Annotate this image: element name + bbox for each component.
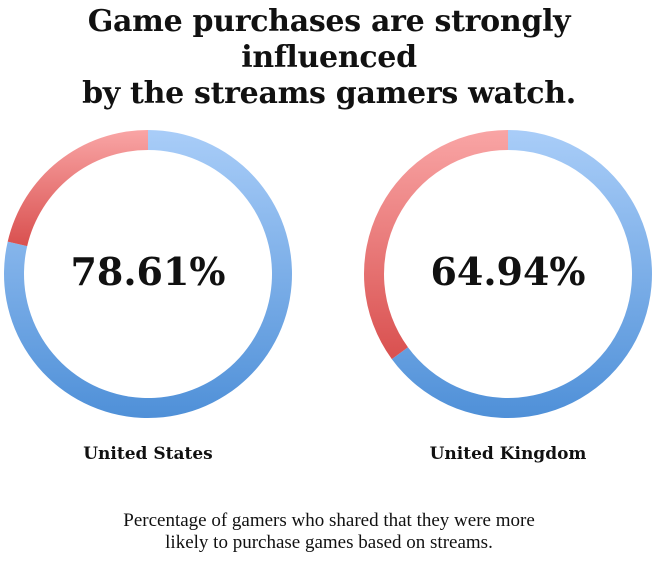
chart-caption-line-1: Percentage of gamers who shared that the… (123, 510, 535, 531)
chart-title-line-1: Game purchases are strongly influenced (87, 4, 571, 75)
us-country-label: United States (83, 444, 213, 464)
chart-caption-line-2: likely to purchase games based on stream… (165, 532, 493, 553)
donut-united-states: 78.61% United States (4, 130, 293, 464)
us-slice-other (7, 130, 148, 247)
us-percentage-label: 78.61% (70, 249, 225, 294)
donut-charts: 78.61% United States 64.94% United Kingd… (4, 130, 652, 464)
uk-slice-other (363, 130, 508, 360)
chart-caption: Percentage of gamers who shared that the… (0, 510, 658, 554)
uk-percentage-label: 64.94% (430, 249, 585, 294)
chart-title-line-2: by the streams gamers watch. (82, 76, 576, 111)
uk-country-label: United Kingdom (430, 444, 587, 464)
chart-title: Game purchases are strongly influenced b… (0, 4, 658, 112)
donut-united-kingdom: 64.94% United Kingdom (363, 130, 652, 464)
